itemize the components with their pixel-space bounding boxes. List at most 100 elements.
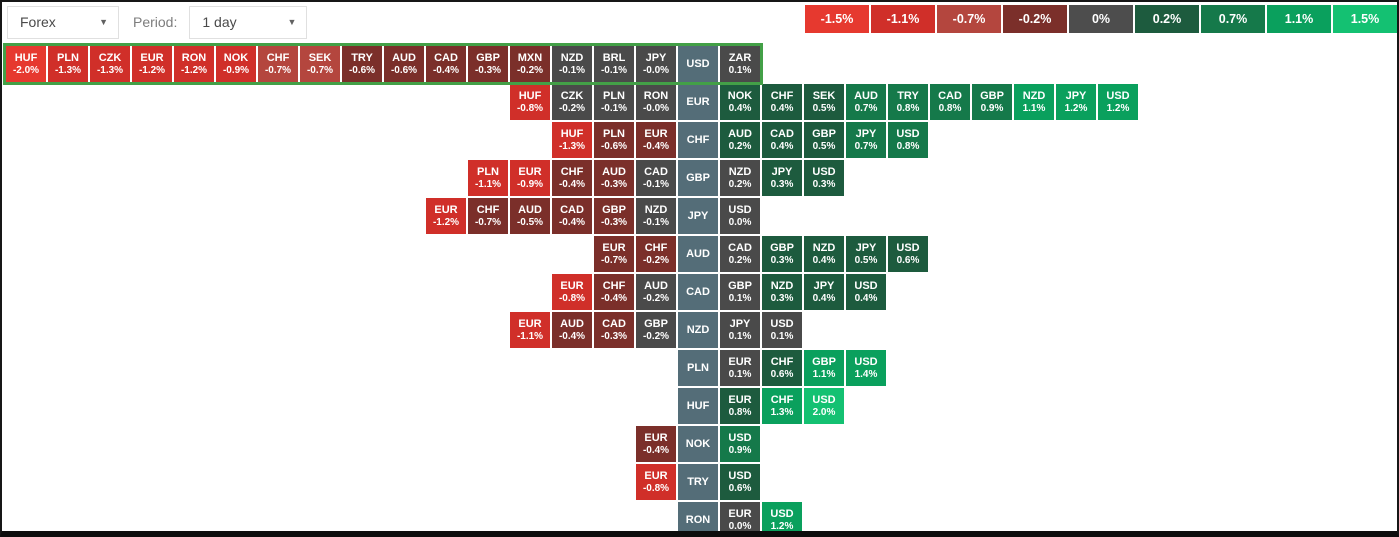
heatmap-cell-GBP-EUR[interactable]: EUR -0.9% <box>510 160 550 196</box>
heatmap-cell-USD-PLN[interactable]: PLN -1.3% <box>48 46 88 82</box>
heatmap-cell-AUD-CAD[interactable]: CAD 0.2% <box>720 236 760 272</box>
heatmap-cell-USD-EUR[interactable]: EUR -1.2% <box>132 46 172 82</box>
heatmap-cell-CHF-CAD[interactable]: CAD 0.4% <box>762 122 802 158</box>
market-select[interactable]: Forex ▼ <box>7 5 119 39</box>
heatmap-cell-CAD-USD[interactable]: USD 0.4% <box>846 274 886 310</box>
heatmap-cell-EUR-CHF[interactable]: CHF 0.4% <box>762 84 802 120</box>
heatmap-base-cell-USD[interactable]: USD <box>678 46 718 82</box>
heatmap-cell-PLN-GBP[interactable]: GBP 1.1% <box>804 350 844 386</box>
heatmap-cell-CHF-HUF[interactable]: HUF -1.3% <box>552 122 592 158</box>
heatmap-cell-NOK-EUR[interactable]: EUR -0.4% <box>636 426 676 462</box>
heatmap-cell-NZD-USD[interactable]: USD 0.1% <box>762 312 802 348</box>
heatmap-cell-USD-RON[interactable]: RON -1.2% <box>174 46 214 82</box>
heatmap-base-cell-AUD[interactable]: AUD <box>678 236 718 272</box>
heatmap-cell-AUD-NZD[interactable]: NZD 0.4% <box>804 236 844 272</box>
heatmap-base-cell-GBP[interactable]: GBP <box>678 160 718 196</box>
heatmap-cell-JPY-USD[interactable]: USD 0.0% <box>720 198 760 234</box>
heatmap-cell-CAD-NZD[interactable]: NZD 0.3% <box>762 274 802 310</box>
heatmap-cell-RON-USD[interactable]: USD 1.2% <box>762 502 802 531</box>
heatmap-cell-NZD-GBP[interactable]: GBP -0.2% <box>636 312 676 348</box>
heatmap-base-cell-CHF[interactable]: CHF <box>678 122 718 158</box>
heatmap-cell-CAD-JPY[interactable]: JPY 0.4% <box>804 274 844 310</box>
heatmap-cell-AUD-JPY[interactable]: JPY 0.5% <box>846 236 886 272</box>
heatmap-base-cell-HUF[interactable]: HUF <box>678 388 718 424</box>
heatmap-cell-USD-CAD[interactable]: CAD -0.4% <box>426 46 466 82</box>
heatmap-base-cell-NZD[interactable]: NZD <box>678 312 718 348</box>
heatmap-cell-GBP-AUD[interactable]: AUD -0.3% <box>594 160 634 196</box>
heatmap-base-cell-PLN[interactable]: PLN <box>678 350 718 386</box>
heatmap-cell-NZD-EUR[interactable]: EUR -1.1% <box>510 312 550 348</box>
heatmap-cell-CAD-AUD[interactable]: AUD -0.2% <box>636 274 676 310</box>
heatmap-base-cell-NOK[interactable]: NOK <box>678 426 718 462</box>
heatmap-cell-USD-BRL[interactable]: BRL -0.1% <box>594 46 634 82</box>
heatmap-cell-JPY-GBP[interactable]: GBP -0.3% <box>594 198 634 234</box>
heatmap-cell-USD-CHF[interactable]: CHF -0.7% <box>258 46 298 82</box>
heatmap-cell-CAD-GBP[interactable]: GBP 0.1% <box>720 274 760 310</box>
heatmap-cell-EUR-HUF[interactable]: HUF -0.8% <box>510 84 550 120</box>
heatmap-cell-PLN-EUR[interactable]: EUR 0.1% <box>720 350 760 386</box>
heatmap-cell-EUR-CAD[interactable]: CAD 0.8% <box>930 84 970 120</box>
heatmap-cell-TRY-USD[interactable]: USD 0.6% <box>720 464 760 500</box>
heatmap-cell-CHF-JPY[interactable]: JPY 0.7% <box>846 122 886 158</box>
heatmap-cell-EUR-SEK[interactable]: SEK 0.5% <box>804 84 844 120</box>
heatmap-cell-JPY-NZD[interactable]: NZD -0.1% <box>636 198 676 234</box>
heatmap-cell-AUD-EUR[interactable]: EUR -0.7% <box>594 236 634 272</box>
heatmap-cell-USD-TRY[interactable]: TRY -0.6% <box>342 46 382 82</box>
heatmap-cell-HUF-EUR[interactable]: EUR 0.8% <box>720 388 760 424</box>
heatmap-cell-NZD-JPY[interactable]: JPY 0.1% <box>720 312 760 348</box>
heatmap-cell-CAD-EUR[interactable]: EUR -0.8% <box>552 274 592 310</box>
heatmap-base-cell-EUR[interactable]: EUR <box>678 84 718 120</box>
heatmap-base-cell-CAD[interactable]: CAD <box>678 274 718 310</box>
heatmap-cell-NZD-AUD[interactable]: AUD -0.4% <box>552 312 592 348</box>
heatmap-cell-AUD-USD[interactable]: USD 0.6% <box>888 236 928 272</box>
heatmap-cell-GBP-USD[interactable]: USD 0.3% <box>804 160 844 196</box>
heatmap-cell-HUF-CHF[interactable]: CHF 1.3% <box>762 388 802 424</box>
heatmap-cell-GBP-JPY[interactable]: JPY 0.3% <box>762 160 802 196</box>
heatmap-base-cell-RON[interactable]: RON <box>678 502 718 531</box>
heatmap-cell-JPY-CHF[interactable]: CHF -0.7% <box>468 198 508 234</box>
period-select[interactable]: 1 day ▼ <box>189 5 308 39</box>
heatmap-cell-EUR-RON[interactable]: RON -0.0% <box>636 84 676 120</box>
heatmap-cell-USD-SEK[interactable]: SEK -0.7% <box>300 46 340 82</box>
heatmap-cell-CHF-EUR[interactable]: EUR -0.4% <box>636 122 676 158</box>
heatmap-cell-EUR-TRY[interactable]: TRY 0.8% <box>888 84 928 120</box>
heatmap-base-cell-TRY[interactable]: TRY <box>678 464 718 500</box>
heatmap-cell-GBP-CAD[interactable]: CAD -0.1% <box>636 160 676 196</box>
heatmap-cell-AUD-CHF[interactable]: CHF -0.2% <box>636 236 676 272</box>
heatmap-cell-CHF-PLN[interactable]: PLN -0.6% <box>594 122 634 158</box>
heatmap-cell-EUR-NZD[interactable]: NZD 1.1% <box>1014 84 1054 120</box>
heatmap-cell-EUR-GBP[interactable]: GBP 0.9% <box>972 84 1012 120</box>
heatmap-cell-USD-NZD[interactable]: NZD -0.1% <box>552 46 592 82</box>
heatmap-cell-JPY-EUR[interactable]: EUR -1.2% <box>426 198 466 234</box>
heatmap-cell-AUD-GBP[interactable]: GBP 0.3% <box>762 236 802 272</box>
heatmap-base-cell-JPY[interactable]: JPY <box>678 198 718 234</box>
heatmap-cell-CAD-CHF[interactable]: CHF -0.4% <box>594 274 634 310</box>
heatmap-cell-GBP-CHF[interactable]: CHF -0.4% <box>552 160 592 196</box>
heatmap-cell-RON-EUR[interactable]: EUR 0.0% <box>720 502 760 531</box>
heatmap-cell-PLN-CHF[interactable]: CHF 0.6% <box>762 350 802 386</box>
heatmap-cell-USD-MXN[interactable]: MXN -0.2% <box>510 46 550 82</box>
heatmap-cell-USD-HUF[interactable]: HUF -2.0% <box>6 46 46 82</box>
heatmap-cell-EUR-PLN[interactable]: PLN -0.1% <box>594 84 634 120</box>
heatmap-cell-USD-AUD[interactable]: AUD -0.6% <box>384 46 424 82</box>
heatmap-cell-USD-GBP[interactable]: GBP -0.3% <box>468 46 508 82</box>
heatmap-cell-PLN-USD[interactable]: USD 1.4% <box>846 350 886 386</box>
heatmap-cell-GBP-NZD[interactable]: NZD 0.2% <box>720 160 760 196</box>
heatmap-cell-EUR-USD[interactable]: USD 1.2% <box>1098 84 1138 120</box>
heatmap-cell-USD-NOK[interactable]: NOK -0.9% <box>216 46 256 82</box>
heatmap-cell-EUR-AUD[interactable]: AUD 0.7% <box>846 84 886 120</box>
heatmap-cell-CHF-GBP[interactable]: GBP 0.5% <box>804 122 844 158</box>
heatmap-cell-USD-ZAR[interactable]: ZAR 0.1% <box>720 46 760 82</box>
heatmap-cell-JPY-AUD[interactable]: AUD -0.5% <box>510 198 550 234</box>
heatmap-cell-CHF-USD[interactable]: USD 0.8% <box>888 122 928 158</box>
heatmap-cell-HUF-USD[interactable]: USD 2.0% <box>804 388 844 424</box>
heatmap-cell-USD-CZK[interactable]: CZK -1.3% <box>90 46 130 82</box>
heatmap-cell-NOK-USD[interactable]: USD 0.9% <box>720 426 760 462</box>
heatmap-cell-USD-JPY[interactable]: JPY -0.0% <box>636 46 676 82</box>
heatmap-cell-TRY-EUR[interactable]: EUR -0.8% <box>636 464 676 500</box>
heatmap-cell-JPY-CAD[interactable]: CAD -0.4% <box>552 198 592 234</box>
heatmap-cell-EUR-JPY[interactable]: JPY 1.2% <box>1056 84 1096 120</box>
heatmap-cell-EUR-NOK[interactable]: NOK 0.4% <box>720 84 760 120</box>
heatmap-cell-CHF-AUD[interactable]: AUD 0.2% <box>720 122 760 158</box>
heatmap-cell-EUR-CZK[interactable]: CZK -0.2% <box>552 84 592 120</box>
